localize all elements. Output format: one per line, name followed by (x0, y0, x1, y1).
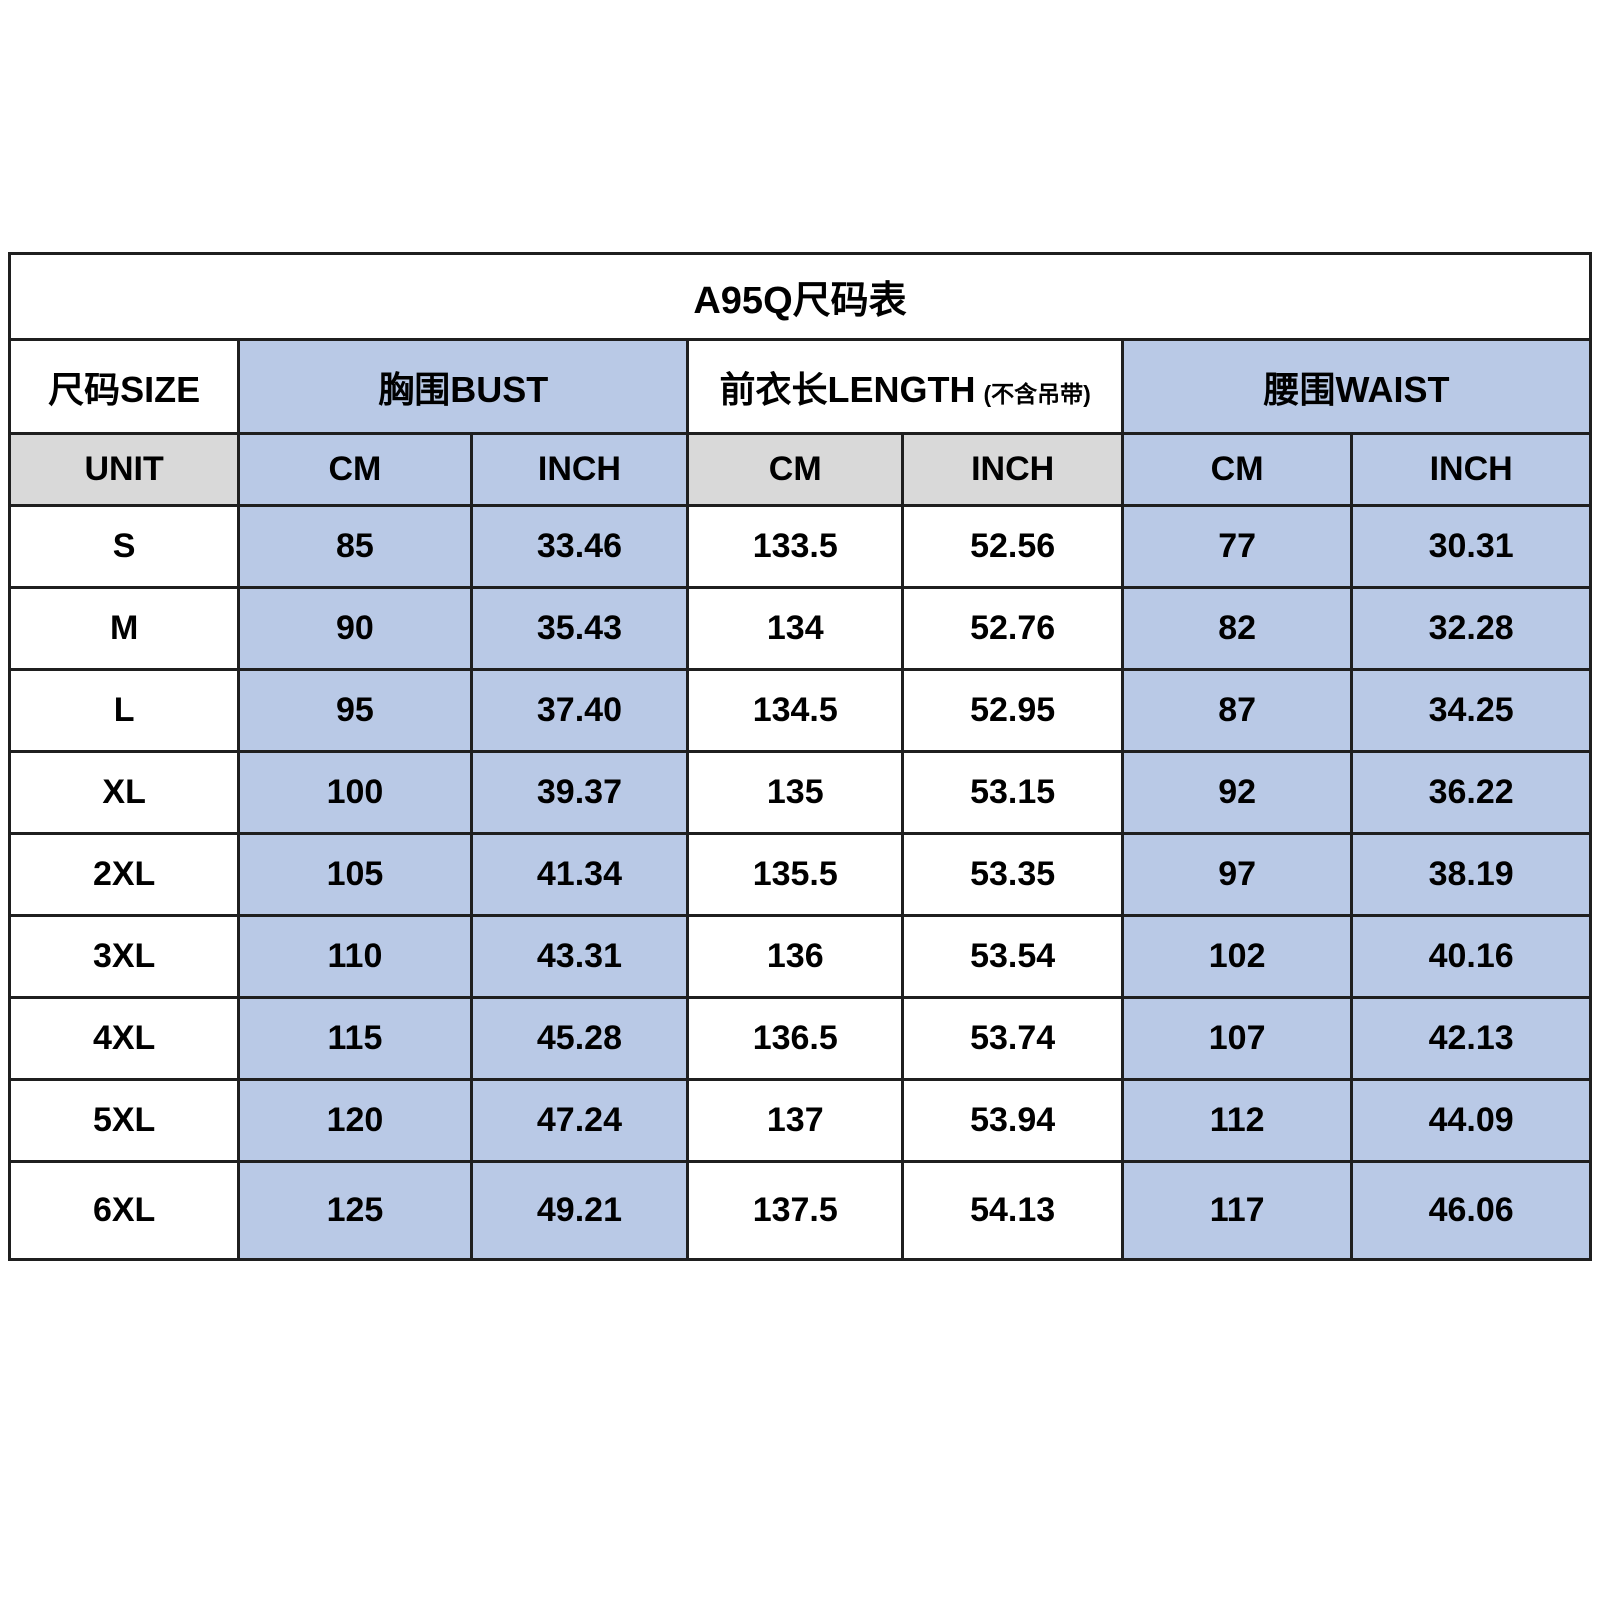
value-cell: 40.16 (1350, 914, 1592, 999)
value-cell: 87 (1120, 668, 1354, 753)
size-row-5xl: 5XL 120 47.24 137 53.94 112 44.09 (7, 1078, 1592, 1163)
column-group-header-row: 尺码SIZE 胸围BUST 前衣长LENGTH (不含吊带) 腰围WAIST (7, 338, 1592, 435)
size-row-3xl: 3XL 110 43.31 136 53.54 102 40.16 (7, 914, 1592, 999)
value-cell: 92 (1120, 750, 1354, 835)
unit-header-row: UNIT CM INCH CM INCH CM INCH (7, 432, 1592, 507)
size-cell: 5XL (7, 1078, 241, 1163)
value-cell: 100 (237, 750, 473, 835)
value-cell: 95 (237, 668, 473, 753)
size-row-l: L 95 37.40 134.5 52.95 87 34.25 (7, 668, 1592, 753)
value-cell: 115 (237, 996, 473, 1081)
value-cell: 45.28 (469, 996, 690, 1081)
value-cell: 107 (1120, 996, 1354, 1081)
value-cell: 43.31 (469, 914, 690, 999)
value-cell: 46.06 (1350, 1160, 1592, 1261)
value-cell: 42.13 (1350, 996, 1592, 1081)
size-row-4xl: 4XL 115 45.28 136.5 53.74 107 42.13 (7, 996, 1592, 1081)
value-cell: 47.24 (469, 1078, 690, 1163)
value-cell: 82 (1120, 586, 1354, 671)
value-cell: 54.13 (901, 1160, 1124, 1261)
value-cell: 52.76 (901, 586, 1124, 671)
value-cell: 112 (1120, 1078, 1354, 1163)
col-header-size: 尺码SIZE (7, 338, 241, 435)
unit-cell: CM (1120, 432, 1354, 507)
value-cell: 120 (237, 1078, 473, 1163)
length-header-label: 前衣长LENGTH (719, 368, 976, 410)
size-cell: S (7, 504, 241, 589)
value-cell: 77 (1120, 504, 1354, 589)
size-cell: 4XL (7, 996, 241, 1081)
value-cell: 53.74 (901, 996, 1124, 1081)
size-chart-table: A95Q尺码表 尺码SIZE 胸围BUST 前衣长LENGTH (不含吊带) 腰围… (7, 252, 1592, 1261)
value-cell: 110 (237, 914, 473, 999)
title-row: A95Q尺码表 (8, 252, 1592, 341)
value-cell: 38.19 (1350, 832, 1592, 917)
value-cell: 41.34 (469, 832, 690, 917)
value-cell: 53.35 (901, 832, 1124, 917)
length-header-note: (不含吊带) (983, 380, 1091, 407)
value-cell: 133.5 (686, 504, 905, 589)
unit-label-cell: UNIT (7, 432, 241, 507)
unit-cell: INCH (1350, 432, 1592, 507)
col-header-waist: 腰围WAIST (1121, 338, 1592, 435)
value-cell: 33.46 (469, 504, 690, 589)
size-row-s: S 85 33.46 133.5 52.56 77 30.31 (7, 504, 1592, 589)
value-cell: 134.5 (686, 668, 905, 753)
value-cell: 125 (237, 1160, 473, 1261)
value-cell: 32.28 (1350, 586, 1592, 671)
unit-cell: INCH (469, 432, 690, 507)
value-cell: 90 (237, 586, 473, 671)
value-cell: 30.31 (1350, 504, 1592, 589)
value-cell: 117 (1120, 1160, 1354, 1261)
chart-title: A95Q尺码表 (8, 252, 1592, 341)
value-cell: 102 (1120, 914, 1354, 999)
value-cell: 105 (237, 832, 473, 917)
size-row-xl: XL 100 39.37 135 53.15 92 36.22 (7, 750, 1592, 835)
value-cell: 85 (237, 504, 473, 589)
size-cell: 2XL (7, 832, 241, 917)
unit-cell: CM (686, 432, 905, 507)
value-cell: 53.54 (901, 914, 1124, 999)
value-cell: 44.09 (1350, 1078, 1592, 1163)
value-cell: 135 (686, 750, 905, 835)
size-cell: M (7, 586, 241, 671)
value-cell: 137.5 (686, 1160, 905, 1261)
size-cell: XL (7, 750, 241, 835)
value-cell: 97 (1120, 832, 1354, 917)
value-cell: 137 (686, 1078, 905, 1163)
value-cell: 35.43 (469, 586, 690, 671)
value-cell: 36.22 (1350, 750, 1592, 835)
value-cell: 39.37 (469, 750, 690, 835)
value-cell: 135.5 (686, 832, 905, 917)
col-header-bust: 胸围BUST (237, 338, 690, 435)
size-row-m: M 90 35.43 134 52.76 82 32.28 (7, 586, 1592, 671)
value-cell: 53.15 (901, 750, 1124, 835)
value-cell: 49.21 (469, 1160, 690, 1261)
size-row-6xl: 6XL 125 49.21 137.5 54.13 117 46.06 (7, 1160, 1592, 1261)
value-cell: 37.40 (469, 668, 690, 753)
unit-cell: INCH (901, 432, 1124, 507)
size-cell: 3XL (7, 914, 241, 999)
value-cell: 134 (686, 586, 905, 671)
value-cell: 53.94 (901, 1078, 1124, 1163)
value-cell: 52.95 (901, 668, 1124, 753)
unit-cell: CM (237, 432, 473, 507)
size-row-2xl: 2XL 105 41.34 135.5 53.35 97 38.19 (7, 832, 1592, 917)
value-cell: 34.25 (1350, 668, 1592, 753)
value-cell: 136 (686, 914, 905, 999)
size-cell: L (7, 668, 241, 753)
size-cell: 6XL (7, 1160, 241, 1261)
value-cell: 136.5 (686, 996, 905, 1081)
value-cell: 52.56 (901, 504, 1124, 589)
col-header-length: 前衣长LENGTH (不含吊带) (686, 338, 1124, 435)
